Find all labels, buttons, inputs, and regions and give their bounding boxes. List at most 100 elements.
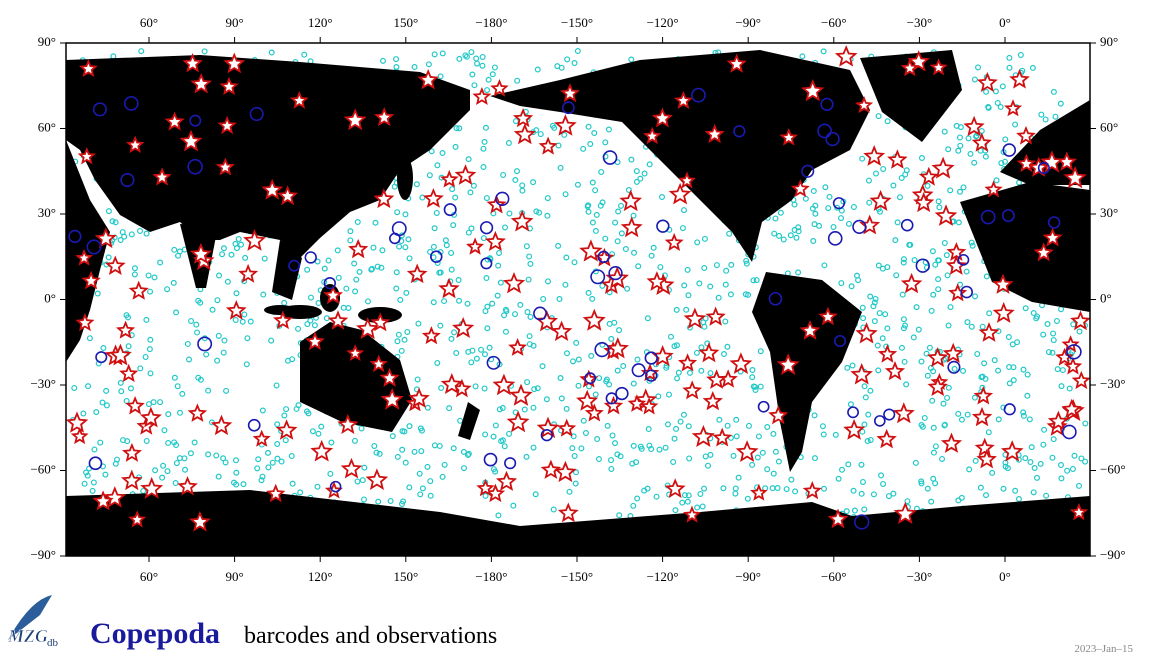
- barcode-star: [108, 343, 132, 366]
- barcode-star: [440, 373, 463, 395]
- barcode-star: [554, 460, 577, 483]
- barcode-star: [189, 510, 211, 532]
- observation-dot: [523, 453, 530, 460]
- observation-dot: [197, 376, 204, 383]
- observation-dot: [622, 246, 629, 253]
- barcode-circle: [825, 131, 840, 147]
- observation-dot: [1026, 416, 1033, 423]
- observation-dot: [932, 261, 939, 268]
- observation-dot: [544, 195, 551, 202]
- observation-dot: [352, 288, 359, 295]
- observation-dot: [656, 446, 663, 453]
- observation-dot: [470, 182, 477, 189]
- observation-dot: [482, 431, 489, 438]
- barcode-star: [750, 483, 768, 501]
- barcode-star: [1009, 68, 1030, 89]
- barcode-circle: [827, 231, 843, 246]
- observation-dot: [670, 458, 677, 465]
- barcode-star: [576, 389, 599, 411]
- observation-dot: [460, 448, 467, 455]
- barcode-star: [887, 149, 908, 169]
- observation-dot: [219, 251, 226, 258]
- observation-dot: [664, 421, 671, 428]
- lon-label-bottom: −90°: [735, 569, 761, 584]
- barcode-star: [340, 457, 363, 479]
- observation-dot: [580, 417, 587, 424]
- observation-dot: [575, 356, 582, 363]
- axes: 60° 60° 90° 90° 120° 120° 150° 150° −180° −180° −1…: [30, 15, 1125, 584]
- observation-dot: [274, 455, 281, 462]
- observation-dot: [859, 478, 866, 485]
- barcode-star: [373, 188, 395, 209]
- barcode-star: [465, 237, 485, 255]
- observation-dot: [424, 463, 431, 470]
- observation-dot: [791, 201, 798, 208]
- observation-dot: [563, 254, 570, 261]
- observation-dot: [268, 337, 275, 344]
- antarctica: [66, 490, 1090, 556]
- observation-dot: [571, 452, 578, 459]
- barcode-star: [508, 337, 528, 356]
- observation-dot: [478, 346, 485, 353]
- observation-dot: [238, 241, 245, 248]
- observation-dot: [530, 179, 537, 186]
- observation-dot: [164, 286, 171, 293]
- observation-dot: [464, 452, 471, 459]
- observation-dot: [402, 244, 409, 251]
- barcode-star: [538, 136, 558, 155]
- observation-dot: [693, 349, 700, 356]
- observation-dot: [562, 191, 569, 198]
- observation-dot: [145, 272, 152, 279]
- observation-dot: [315, 430, 322, 437]
- observation-dot: [655, 393, 662, 400]
- observation-dot: [671, 435, 678, 442]
- barcode-star: [664, 478, 686, 498]
- observation-dot: [1006, 380, 1013, 387]
- observation-dot: [335, 274, 342, 281]
- lon-label-top: 0°: [999, 15, 1011, 30]
- observation-dot: [159, 474, 166, 481]
- observation-dot: [481, 138, 488, 145]
- observation-dot: [875, 262, 882, 269]
- barcode-star: [779, 128, 798, 146]
- barcode-star: [177, 476, 198, 496]
- observation-dot: [191, 439, 198, 446]
- observation-dot: [555, 142, 562, 149]
- barcode-star: [490, 78, 509, 97]
- observation-dot: [378, 264, 385, 271]
- observation-dot: [343, 285, 350, 292]
- observation-dot: [939, 455, 946, 462]
- observation-dot: [845, 461, 852, 468]
- observation-dot: [637, 443, 644, 450]
- observation-dot: [146, 346, 153, 353]
- observation-dot: [694, 239, 701, 246]
- observation-dot: [494, 292, 501, 299]
- observation-dot: [972, 457, 979, 464]
- observation-dot: [986, 310, 993, 317]
- observation-dot: [232, 316, 239, 323]
- observation-dot: [451, 329, 458, 336]
- lon-label-top: −30°: [907, 15, 933, 30]
- observation-dot: [173, 442, 180, 449]
- observation-dot: [650, 244, 657, 251]
- observation-dot: [585, 123, 592, 130]
- observation-dot: [720, 485, 727, 492]
- observation-dot: [759, 449, 766, 456]
- lon-label-top: 60°: [140, 15, 158, 30]
- observation-dot: [194, 329, 201, 336]
- observation-dot: [472, 383, 479, 390]
- observation-dot: [462, 52, 469, 59]
- observation-dot: [469, 71, 476, 78]
- observation-dot: [499, 405, 506, 412]
- barcode-star: [486, 194, 507, 214]
- observation-dot: [483, 275, 490, 282]
- observation-dot: [865, 411, 872, 418]
- barcode-star: [81, 270, 101, 290]
- observation-dot: [830, 223, 837, 230]
- observation-dot: [172, 480, 179, 487]
- barcode-star: [506, 410, 530, 433]
- observation-dot: [634, 356, 641, 363]
- observation-dot: [743, 257, 750, 264]
- barcode-star: [94, 227, 117, 249]
- observation-dot: [918, 478, 925, 485]
